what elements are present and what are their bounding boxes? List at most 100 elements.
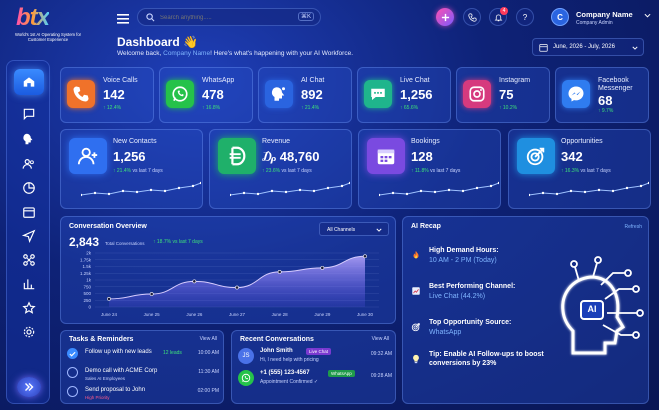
sidebar-item-calendar[interactable] xyxy=(15,201,43,223)
call-button[interactable] xyxy=(463,8,481,26)
sidebar-item-ai[interactable] xyxy=(15,128,43,150)
conversation-row[interactable]: JS John Smith Live Chat Hi, I need help … xyxy=(238,347,392,367)
search-box[interactable]: ⌘K xyxy=(137,8,321,26)
conversation-message: Hi, I need help with pricing xyxy=(260,357,319,363)
metric-card[interactable]: Revenue ₯ 48,760 ↑ 23.6% vs last 7 days xyxy=(209,129,352,209)
kpi-delta: ↑ 10.2% xyxy=(499,105,518,111)
kpi-card[interactable]: Live Chat 1,256 ↑ 65.6% xyxy=(357,67,451,123)
kpi-value: 892 xyxy=(301,87,323,102)
task-row[interactable]: Demo call with ACME Corp Sales AI Employ… xyxy=(67,366,219,383)
metric-delta-value: ↑ 11.8% xyxy=(411,168,429,174)
company-name: Company Name xyxy=(576,10,633,19)
channel-filter-select[interactable]: All Channels xyxy=(319,222,389,236)
calendar-icon xyxy=(539,44,548,52)
recent-conversations-panel: Recent Conversations View All JS John Sm… xyxy=(231,330,396,404)
metric-label: Revenue xyxy=(262,138,291,145)
task-checkbox[interactable] xyxy=(67,367,78,378)
star-icon xyxy=(22,301,36,314)
chart-point[interactable] xyxy=(192,279,197,284)
chart-point[interactable] xyxy=(149,292,154,296)
conversations-view-all-link[interactable]: View All xyxy=(371,336,389,342)
menu-icon[interactable] xyxy=(117,11,129,24)
conversation-name: +1 (555) 123-4567 xyxy=(260,370,310,376)
tasks-view-all-link[interactable]: View All xyxy=(199,336,217,342)
recap-item-value: 10 AM - 2 PM (Today) xyxy=(429,257,497,264)
sidebar-item-integrations[interactable] xyxy=(15,249,43,271)
chart-point[interactable] xyxy=(107,297,111,301)
task-row[interactable]: Follow up with new leads 12 leads 10:00 … xyxy=(67,347,219,364)
sidebar-expand-button[interactable] xyxy=(17,377,41,397)
metric-value: ₯ 48,760 xyxy=(262,149,320,164)
x-tick-label: June 25 xyxy=(144,312,161,317)
sidebar-item-campaigns[interactable] xyxy=(15,225,43,247)
add-button[interactable] xyxy=(436,8,454,26)
kpi-card[interactable]: Instagram 75 ↑ 10.2% xyxy=(456,67,550,123)
phone-icon xyxy=(67,80,95,108)
metric-delta: ↑ 21.4% vs last 7 days xyxy=(113,168,163,174)
task-checkbox[interactable] xyxy=(67,348,78,359)
sidebar-item-analytics[interactable] xyxy=(15,273,43,295)
kpi-label: Facebook Messenger xyxy=(598,77,633,92)
overview-total-label: Total Conversations xyxy=(105,241,145,246)
help-button[interactable]: ? xyxy=(516,8,534,26)
date-range-picker[interactable]: June, 2026 - July, 2026 xyxy=(532,38,644,56)
live-chat-icon xyxy=(364,80,392,108)
phone-icon xyxy=(467,12,477,22)
kpi-label: AI Chat xyxy=(301,77,325,84)
kpi-delta: ↑ 65.6% xyxy=(400,105,419,111)
chart-point[interactable] xyxy=(235,285,239,290)
recap-item-label: High Demand Hours: xyxy=(429,247,499,254)
x-tick-label: June 24 xyxy=(101,312,118,317)
kpi-card[interactable]: Facebook Messenger 68 ↑ 9.7% xyxy=(555,67,649,123)
notifications-button[interactable]: 4 xyxy=(489,7,508,26)
task-row[interactable]: Send proposal to John High Priority 02:0… xyxy=(67,385,219,402)
kpi-card[interactable]: Voice Calls 142 ↑ 12.4% xyxy=(60,67,154,123)
recap-item: Tip: Enable AI Follow-ups to boost conve… xyxy=(411,347,551,377)
metric-sparkline xyxy=(81,181,201,197)
metric-card[interactable]: New Contacts 1,256 ↑ 21.4% vs last 7 day… xyxy=(60,129,203,209)
sidebar-item-reports[interactable] xyxy=(15,177,43,199)
company-role: Company Admin xyxy=(576,20,613,26)
gear-icon xyxy=(23,326,35,338)
task-checkbox[interactable] xyxy=(67,386,78,397)
metric-card[interactable]: Bookings 128 ↑ 11.8% vs last 7 days xyxy=(358,129,501,209)
account-menu[interactable]: C Company Name Company Admin xyxy=(551,7,655,29)
double-chevron-right-icon xyxy=(25,383,34,391)
sidebar-item-settings[interactable] xyxy=(15,321,43,343)
task-meta: 12 leads xyxy=(163,350,182,356)
search-input[interactable] xyxy=(160,12,280,23)
sidebar-item-favorites[interactable] xyxy=(15,297,43,319)
kpi-card[interactable]: WhatsApp 478 ↑ 16.8% xyxy=(159,67,253,123)
sidebar-item-contacts[interactable] xyxy=(15,153,43,175)
x-tick-label: June 27 xyxy=(229,312,246,317)
kpi-card[interactable]: AI Chat 892 ↑ 21.4% xyxy=(258,67,352,123)
recap-item: Best Performing Channel: Live Chat (44.2… xyxy=(411,279,551,309)
metric-card[interactable]: Opportunities 342 ↑ 16.3% vs last 7 days xyxy=(508,129,651,209)
bulb-icon xyxy=(411,351,421,364)
conversation-channel-tag: Live Chat xyxy=(306,348,332,355)
welcome-text: Welcome back, Company Name! Here's what'… xyxy=(117,50,353,57)
conversation-row[interactable]: +1 (555) 123-4567 WhatsApp Appointment C… xyxy=(238,369,392,389)
whatsapp-icon xyxy=(238,370,254,386)
recap-refresh-link[interactable]: Refresh xyxy=(624,224,642,230)
conversation-avatar: JS xyxy=(238,348,254,364)
chat-icon xyxy=(23,108,35,121)
conversation-channel-tag: WhatsApp xyxy=(328,370,355,377)
kpi-delta: ↑ 9.7% xyxy=(598,108,614,114)
sidebar-item-messages[interactable] xyxy=(15,103,43,125)
metric-sparkline xyxy=(379,181,499,197)
chart-point[interactable] xyxy=(320,265,325,270)
x-tick-label: June 30 xyxy=(357,312,374,317)
chart-area xyxy=(109,256,365,307)
sidebar-item-home[interactable] xyxy=(14,69,44,95)
conversation-overview-panel: Conversation Overview 2,843 Total Conver… xyxy=(60,216,396,324)
chart-point[interactable] xyxy=(277,269,282,274)
chart-point[interactable] xyxy=(363,254,367,259)
metric-delta-value: ↑ 21.4% xyxy=(113,168,132,174)
date-range-text: June, 2026 - July, 2026 xyxy=(553,44,615,50)
kpi-value: 75 xyxy=(499,87,514,102)
chart-icon xyxy=(411,283,421,295)
recap-item: Top Opportunity Source: WhatsApp xyxy=(411,315,551,345)
y-tick-label: 1.5k xyxy=(82,264,91,269)
avatar: C xyxy=(551,8,569,26)
